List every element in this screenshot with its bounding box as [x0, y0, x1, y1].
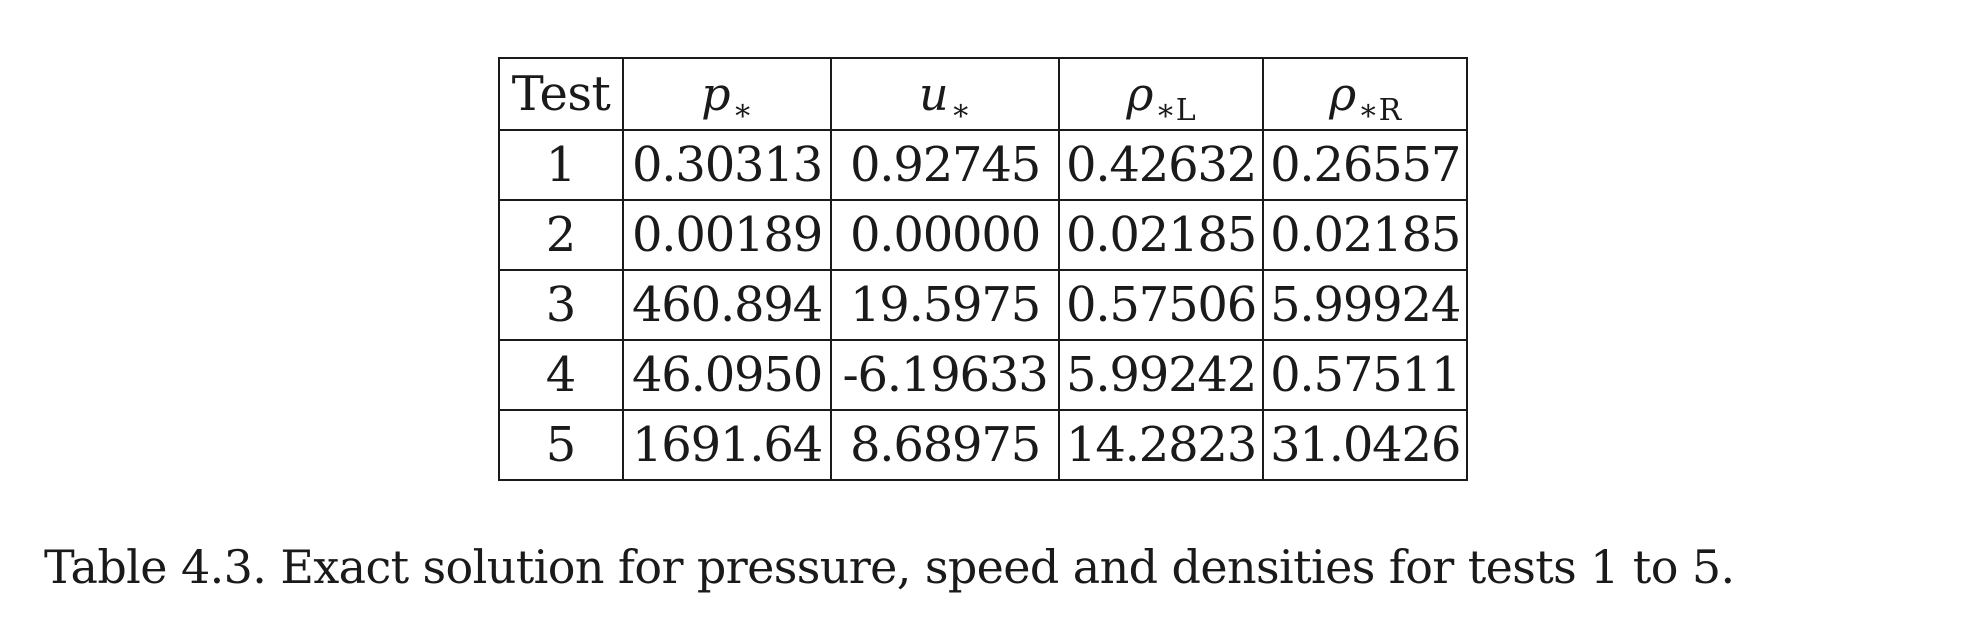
- header-speed: u∗: [830, 57, 1060, 131]
- cell-speed: 0.92745: [830, 129, 1060, 201]
- header-pressure-symbol: p: [701, 67, 731, 121]
- header-speed-subscript: ∗: [950, 93, 972, 128]
- cell-density-left: 5.99242: [1057, 339, 1265, 411]
- cell-density-left: 0.02185: [1057, 199, 1265, 271]
- cell-pressure: 46.0950: [622, 339, 832, 411]
- cell-density-right: 0.02185: [1262, 199, 1469, 271]
- cell-pressure: 0.00189: [622, 199, 832, 271]
- cell-density-left: 0.57506: [1057, 269, 1265, 341]
- cell-pressure: 1691.64: [622, 409, 832, 481]
- exact-solution-table: Test p∗ u∗ ρ∗L ρ∗R 1 0.30313 0.: [498, 57, 1469, 481]
- cell-speed: 0.00000: [830, 199, 1060, 271]
- cell-density-right: 31.0426: [1262, 409, 1469, 481]
- cell-density-left: 0.42632: [1057, 129, 1265, 201]
- header-pressure-subscript: ∗: [732, 93, 753, 128]
- header-density-right: ρ∗R: [1262, 57, 1469, 131]
- header-density-left-symbol: ρ: [1126, 67, 1154, 121]
- cell-speed: 19.5975: [830, 269, 1060, 341]
- cell-density-left: 14.2823: [1057, 409, 1265, 481]
- table-header: Test p∗ u∗ ρ∗L ρ∗R: [498, 57, 1469, 131]
- cell-speed: -6.19633: [830, 339, 1060, 411]
- cell-test: 4: [498, 339, 624, 411]
- cell-pressure: 0.30313: [622, 129, 832, 201]
- cell-test: 2: [498, 199, 624, 271]
- header-density-left-subscript: ∗L: [1155, 93, 1196, 128]
- table-row: 3 460.894 19.5975 0.57506 5.99924: [498, 269, 1469, 341]
- cell-test: 5: [498, 409, 624, 481]
- cell-density-right: 0.26557: [1262, 129, 1469, 201]
- header-row: Test p∗ u∗ ρ∗L ρ∗R: [498, 57, 1469, 131]
- table-row: 2 0.00189 0.00000 0.02185 0.02185: [498, 199, 1469, 271]
- header-density-left: ρ∗L: [1057, 57, 1265, 131]
- table-row: 4 46.0950 -6.19633 5.99242 0.57511: [498, 339, 1469, 411]
- header-test: Test: [498, 57, 624, 131]
- cell-test: 1: [498, 129, 624, 201]
- header-test-label: Test: [511, 66, 611, 122]
- table-caption: Table 4.3. Exact solution for pressure, …: [44, 540, 1735, 594]
- results-table-container: Test p∗ u∗ ρ∗L ρ∗R 1 0.30313 0.: [498, 57, 1469, 481]
- cell-density-right: 5.99924: [1262, 269, 1469, 341]
- cell-test: 3: [498, 269, 624, 341]
- header-pressure: p∗: [622, 57, 832, 131]
- table-row: 5 1691.64 8.68975 14.2823 31.0426: [498, 409, 1469, 481]
- cell-pressure: 460.894: [622, 269, 832, 341]
- cell-speed: 8.68975: [830, 409, 1060, 481]
- header-speed-symbol: u: [918, 67, 949, 121]
- header-density-right-symbol: ρ: [1329, 67, 1357, 121]
- header-density-right-subscript: ∗R: [1358, 93, 1402, 128]
- table-row: 1 0.30313 0.92745 0.42632 0.26557: [498, 129, 1469, 201]
- table-body: 1 0.30313 0.92745 0.42632 0.26557 2 0.00…: [498, 129, 1469, 481]
- cell-density-right: 0.57511: [1262, 339, 1469, 411]
